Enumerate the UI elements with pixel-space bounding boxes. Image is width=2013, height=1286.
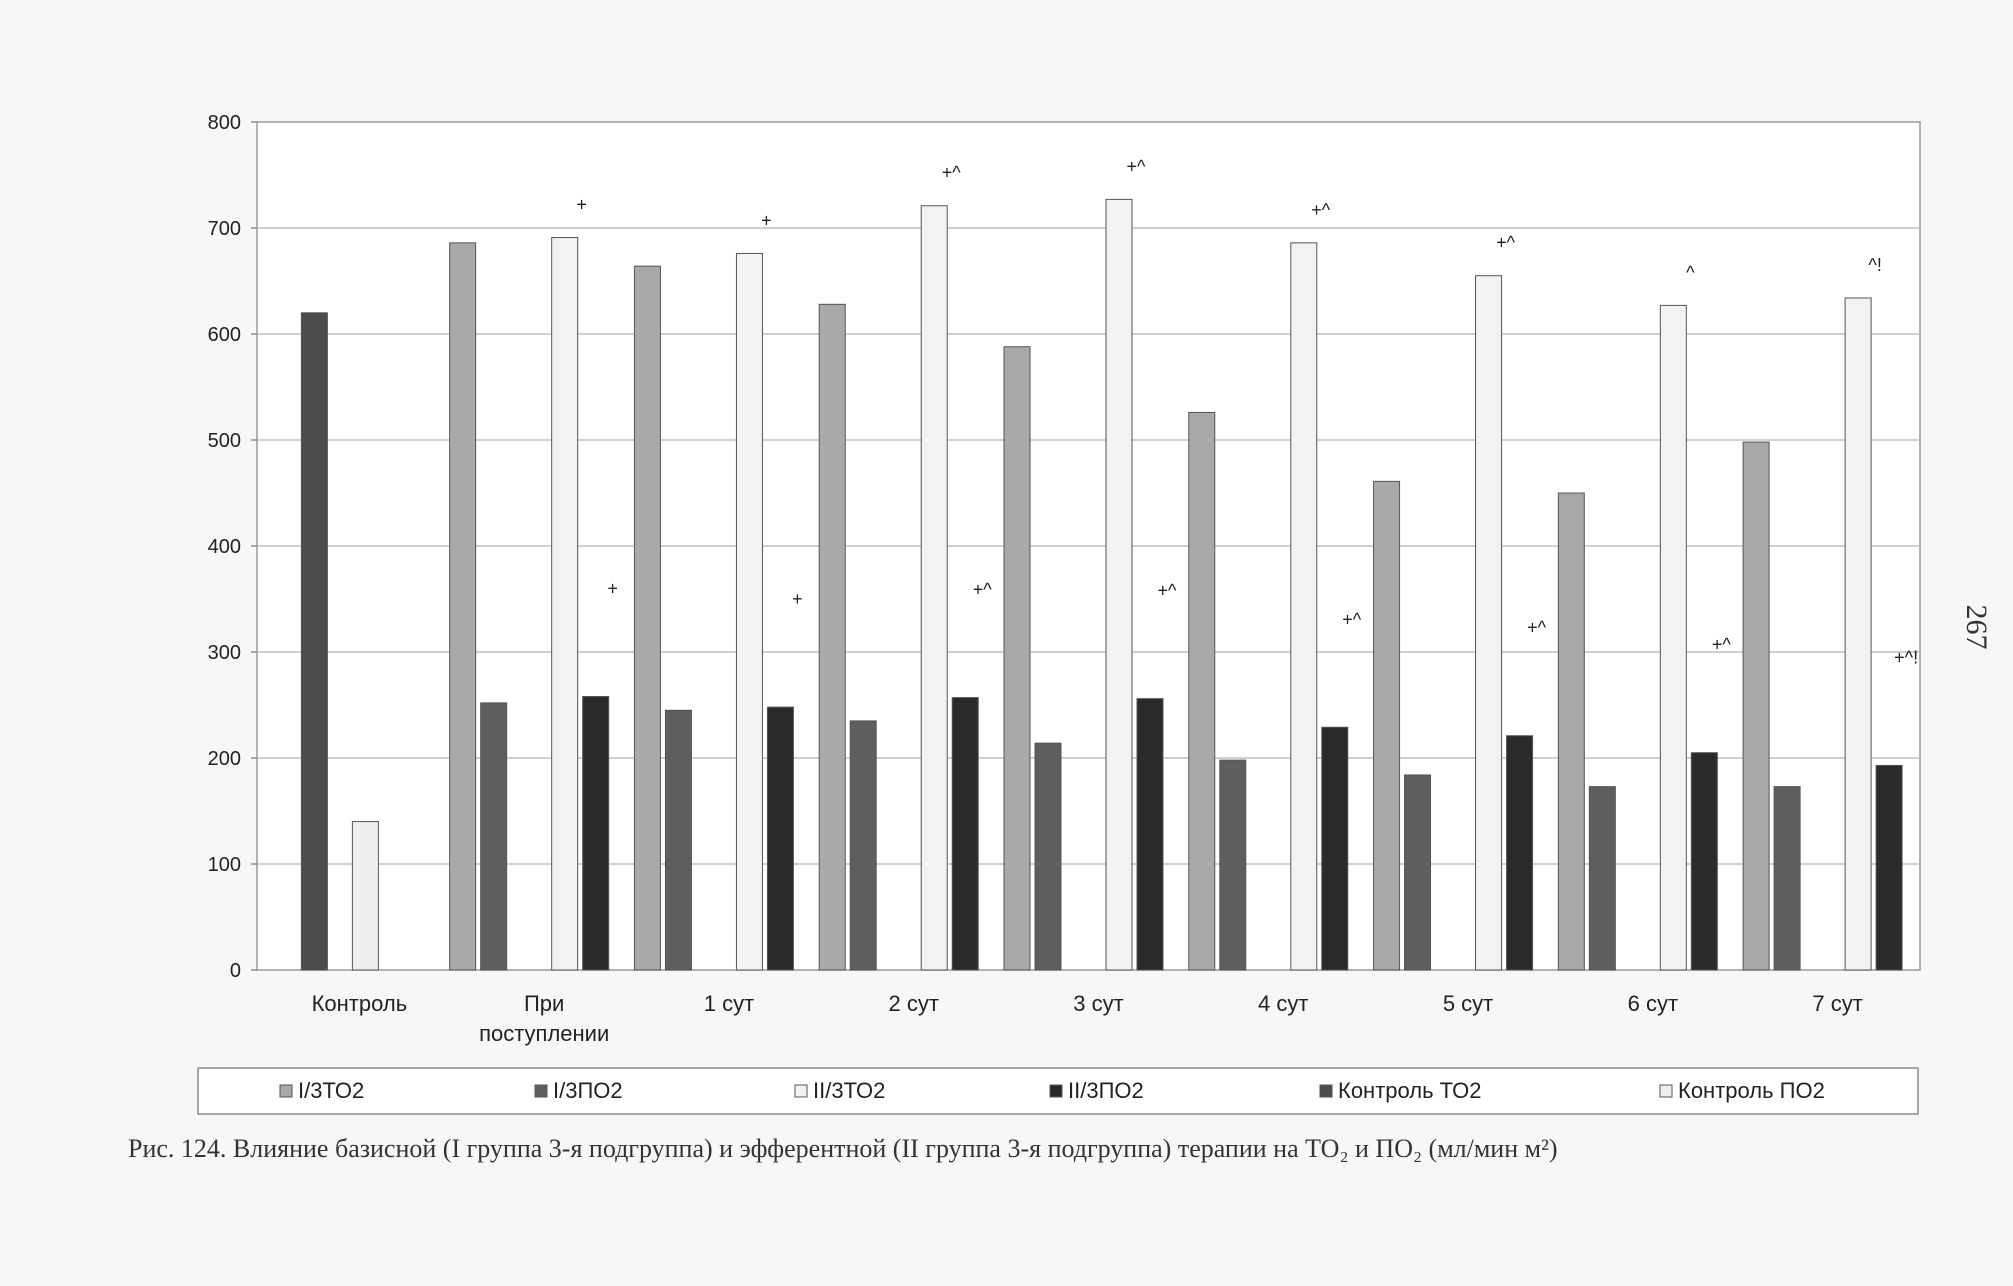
bar [551,237,579,971]
bar [951,697,979,971]
bar [1475,275,1503,971]
bar [920,205,948,971]
bar [1742,441,1770,971]
annotation-label: +^ [1496,233,1516,253]
bars [300,198,1903,971]
bar [1373,480,1401,971]
bar [1034,742,1062,971]
legend-label: II/3ТО2 [813,1078,885,1103]
x-tick-label: 1 сут [704,991,754,1016]
bar [664,709,692,971]
legend-label: Контроль ПО2 [1678,1078,1825,1103]
y-tick-label: 100 [208,854,241,876]
bar [1219,759,1247,971]
legend-label: I/3ПО2 [553,1078,623,1103]
legend: I/3ТО2 I/3ПО2 II/3ТО2 II/3ПО2 Контроль ТО2 Ко… [279,1078,1825,1103]
x-axis-ticks: Контроль При поступлении 1 сут 2 сут 3 сут 4 с… [312,991,1863,1046]
bar [1290,242,1318,971]
bar [766,706,794,971]
x-tick-label: 4 сут [1258,991,1308,1016]
bar [633,265,661,971]
y-tick-label: 700 [208,218,241,240]
legend-swatch [1659,1084,1673,1098]
y-tick-label: 200 [208,748,241,770]
bar [351,821,379,971]
bar [1188,411,1216,971]
significance-annotations: + + + + +^ +^ +^ +^ +^ +^ +^ +^ ^ +^ ^! +^! [576,156,1918,667]
bar [1003,346,1031,971]
annotation-label: +^ [942,163,962,183]
page-number: 267 [1960,604,1993,650]
bar [1557,492,1585,971]
bar [1506,735,1534,971]
x-tick-label: 6 сут [1628,991,1678,1016]
bar [1773,786,1801,971]
x-tick-label: 3 сут [1073,991,1123,1016]
bar [1105,198,1133,971]
bar [1875,764,1903,971]
x-tick-label: 2 сут [889,991,939,1016]
bar [1588,786,1616,971]
x-tick-label: Контроль [312,991,408,1016]
annotation-label: +^ [1158,581,1178,601]
y-axis-ticks: 0 100 200 300 400 500 600 700 800 [208,112,257,982]
annotation-label: + [761,210,772,230]
bar [480,702,508,971]
y-tick-label: 400 [208,536,241,558]
annotation-label: +^ [1527,618,1547,638]
bar [1136,698,1164,971]
x-tick-label: При [524,991,564,1016]
x-tick-label: 7 сут [1812,991,1862,1016]
legend-label: Контроль ТО2 [1338,1078,1481,1103]
annotation-label: +^ [1127,156,1147,176]
x-tick-label: 5 сут [1443,991,1493,1016]
bar [300,312,328,971]
bar [582,696,610,971]
annotation-label: ^ [1686,262,1695,282]
bar [1690,752,1718,971]
bar [849,720,877,971]
y-tick-label: 600 [208,324,241,346]
annotation-label: +^ [1342,609,1362,629]
x-tick-label: поступлении [479,1021,609,1046]
annotation-label: +^ [1712,635,1732,655]
annotation-label: +^ [1311,200,1331,220]
legend-label: II/3ПО2 [1068,1078,1144,1103]
annotation-label: +^! [1894,647,1918,667]
annotation-label: + [576,195,587,215]
legend-swatch [534,1084,548,1098]
bar [449,242,477,971]
legend-swatch [794,1084,808,1098]
bar [818,303,846,971]
y-tick-label: 300 [208,642,241,664]
annotation-label: + [607,579,618,599]
figure-caption: Рис. 124. Влияние базисной (I группа 3-я… [128,1134,1558,1163]
legend-swatch [279,1084,293,1098]
bar [1844,297,1872,971]
bar [1404,774,1432,971]
legend-swatch [1319,1084,1333,1098]
annotation-label: + [792,589,803,609]
bar [735,252,763,971]
y-tick-label: 500 [208,430,241,452]
legend-swatch [1049,1084,1063,1098]
legend-label: I/3ТО2 [298,1078,364,1103]
bar [1321,726,1349,971]
annotation-label: +^ [973,580,993,600]
y-tick-label: 0 [230,960,241,982]
annotation-label: ^! [1868,255,1881,275]
bar [1659,304,1687,971]
gridlines [257,227,1920,865]
y-tick-label: 800 [208,112,241,134]
